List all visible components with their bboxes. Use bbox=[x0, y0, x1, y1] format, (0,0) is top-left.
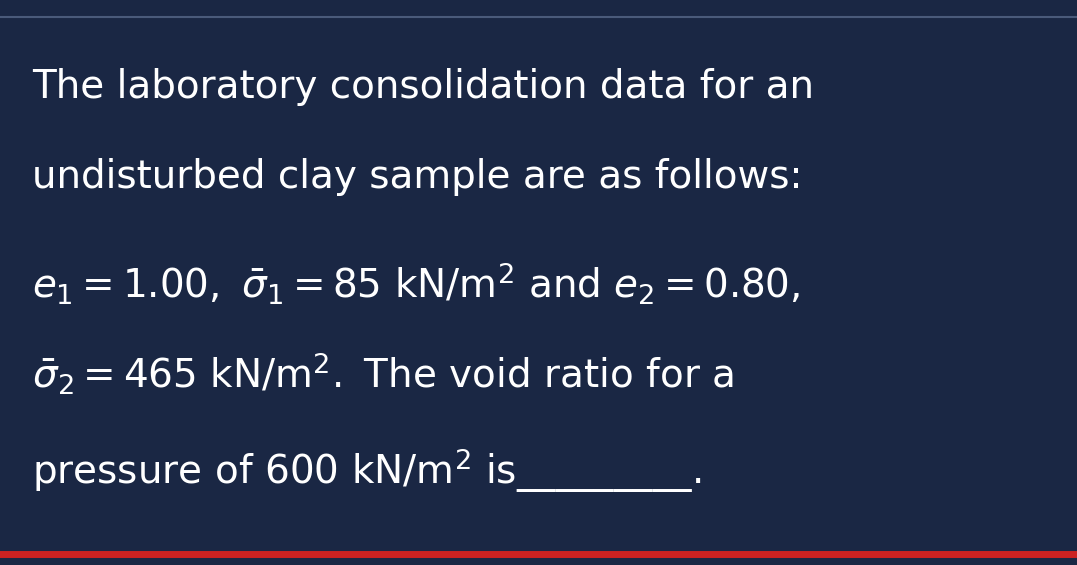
Text: undisturbed clay sample are as follows:: undisturbed clay sample are as follows: bbox=[32, 158, 802, 196]
Text: $\mathrm{pressure\ of\ 600\ kN/m}^2\ \mathrm{is\_\_\_\_\_\_\_\_\_.}$: $\mathrm{pressure\ of\ 600\ kN/m}^2\ \ma… bbox=[32, 446, 701, 495]
Text: $e_1 = 1.00,\ \bar{\sigma}_1 = 85\ \mathrm{kN/m}^2\ \mathrm{and}\ e_2 = 0.80,$: $e_1 = 1.00,\ \bar{\sigma}_1 = 85\ \math… bbox=[32, 260, 800, 306]
Text: The laboratory consolidation data for an: The laboratory consolidation data for an bbox=[32, 68, 814, 106]
Text: $\bar{\sigma}_2 = 465\ \mathrm{kN/m}^2\mathrm{.\ The\ void\ ratio\ for\ a}$: $\bar{\sigma}_2 = 465\ \mathrm{kN/m}^2\m… bbox=[32, 350, 735, 396]
